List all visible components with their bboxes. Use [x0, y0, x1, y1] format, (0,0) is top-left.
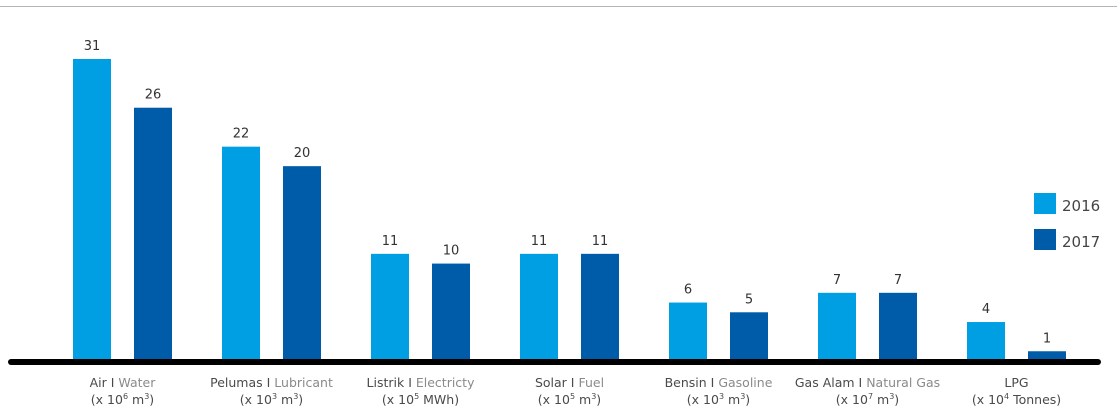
value-label: 11 [592, 234, 609, 249]
bar [283, 166, 321, 361]
legend-label: 2016 [1062, 197, 1100, 215]
category-unit: (x 104 Tonnes) [972, 392, 1061, 407]
bar [669, 302, 707, 361]
category-label: Gas Alam I Natural Gas [795, 375, 940, 390]
category-label: Listrik I Electricty [367, 375, 476, 390]
value-label: 5 [745, 292, 753, 307]
bar [1028, 351, 1066, 361]
value-label: 10 [443, 244, 460, 259]
category-label: Pelumas I Lubricant [210, 375, 333, 390]
value-label: 31 [84, 39, 101, 54]
value-label: 11 [382, 234, 399, 249]
value-label: 4 [982, 302, 990, 317]
bar [967, 322, 1005, 361]
bar [371, 253, 409, 361]
value-label: 22 [233, 127, 250, 142]
value-label: 6 [684, 283, 692, 298]
category-unit: (x 103 m3) [240, 392, 303, 407]
bar [581, 253, 619, 361]
value-label: 7 [833, 273, 841, 288]
value-label: 1 [1043, 331, 1051, 346]
category-unit: (x 107 m3) [836, 392, 899, 407]
bar [134, 107, 172, 361]
legend-swatch [1034, 229, 1056, 250]
category-unit: (x 105 m3) [538, 392, 601, 407]
category-label: LPG [1004, 375, 1028, 390]
category-unit: (x 106 m3) [91, 392, 154, 407]
value-label: 7 [894, 273, 902, 288]
value-label: 20 [294, 146, 311, 161]
bar [520, 253, 558, 361]
category-label: Solar I Fuel [535, 375, 604, 390]
legend-swatch [1034, 193, 1056, 214]
category-label: Bensin I Gasoline [665, 375, 773, 390]
bar [222, 146, 260, 361]
bar [879, 292, 917, 361]
legend-label: 2017 [1062, 233, 1100, 251]
top-rule [0, 6, 1117, 7]
bar [818, 292, 856, 361]
category-unit: (x 105 MWh) [382, 392, 459, 407]
bar [432, 263, 470, 361]
x-axis-baseline [8, 359, 1101, 365]
category-label: Air I Water [90, 375, 157, 390]
value-label: 26 [145, 88, 162, 103]
category-unit: (x 103 m3) [687, 392, 750, 407]
bar [73, 59, 111, 361]
bar [730, 312, 768, 361]
value-label: 11 [531, 234, 548, 249]
